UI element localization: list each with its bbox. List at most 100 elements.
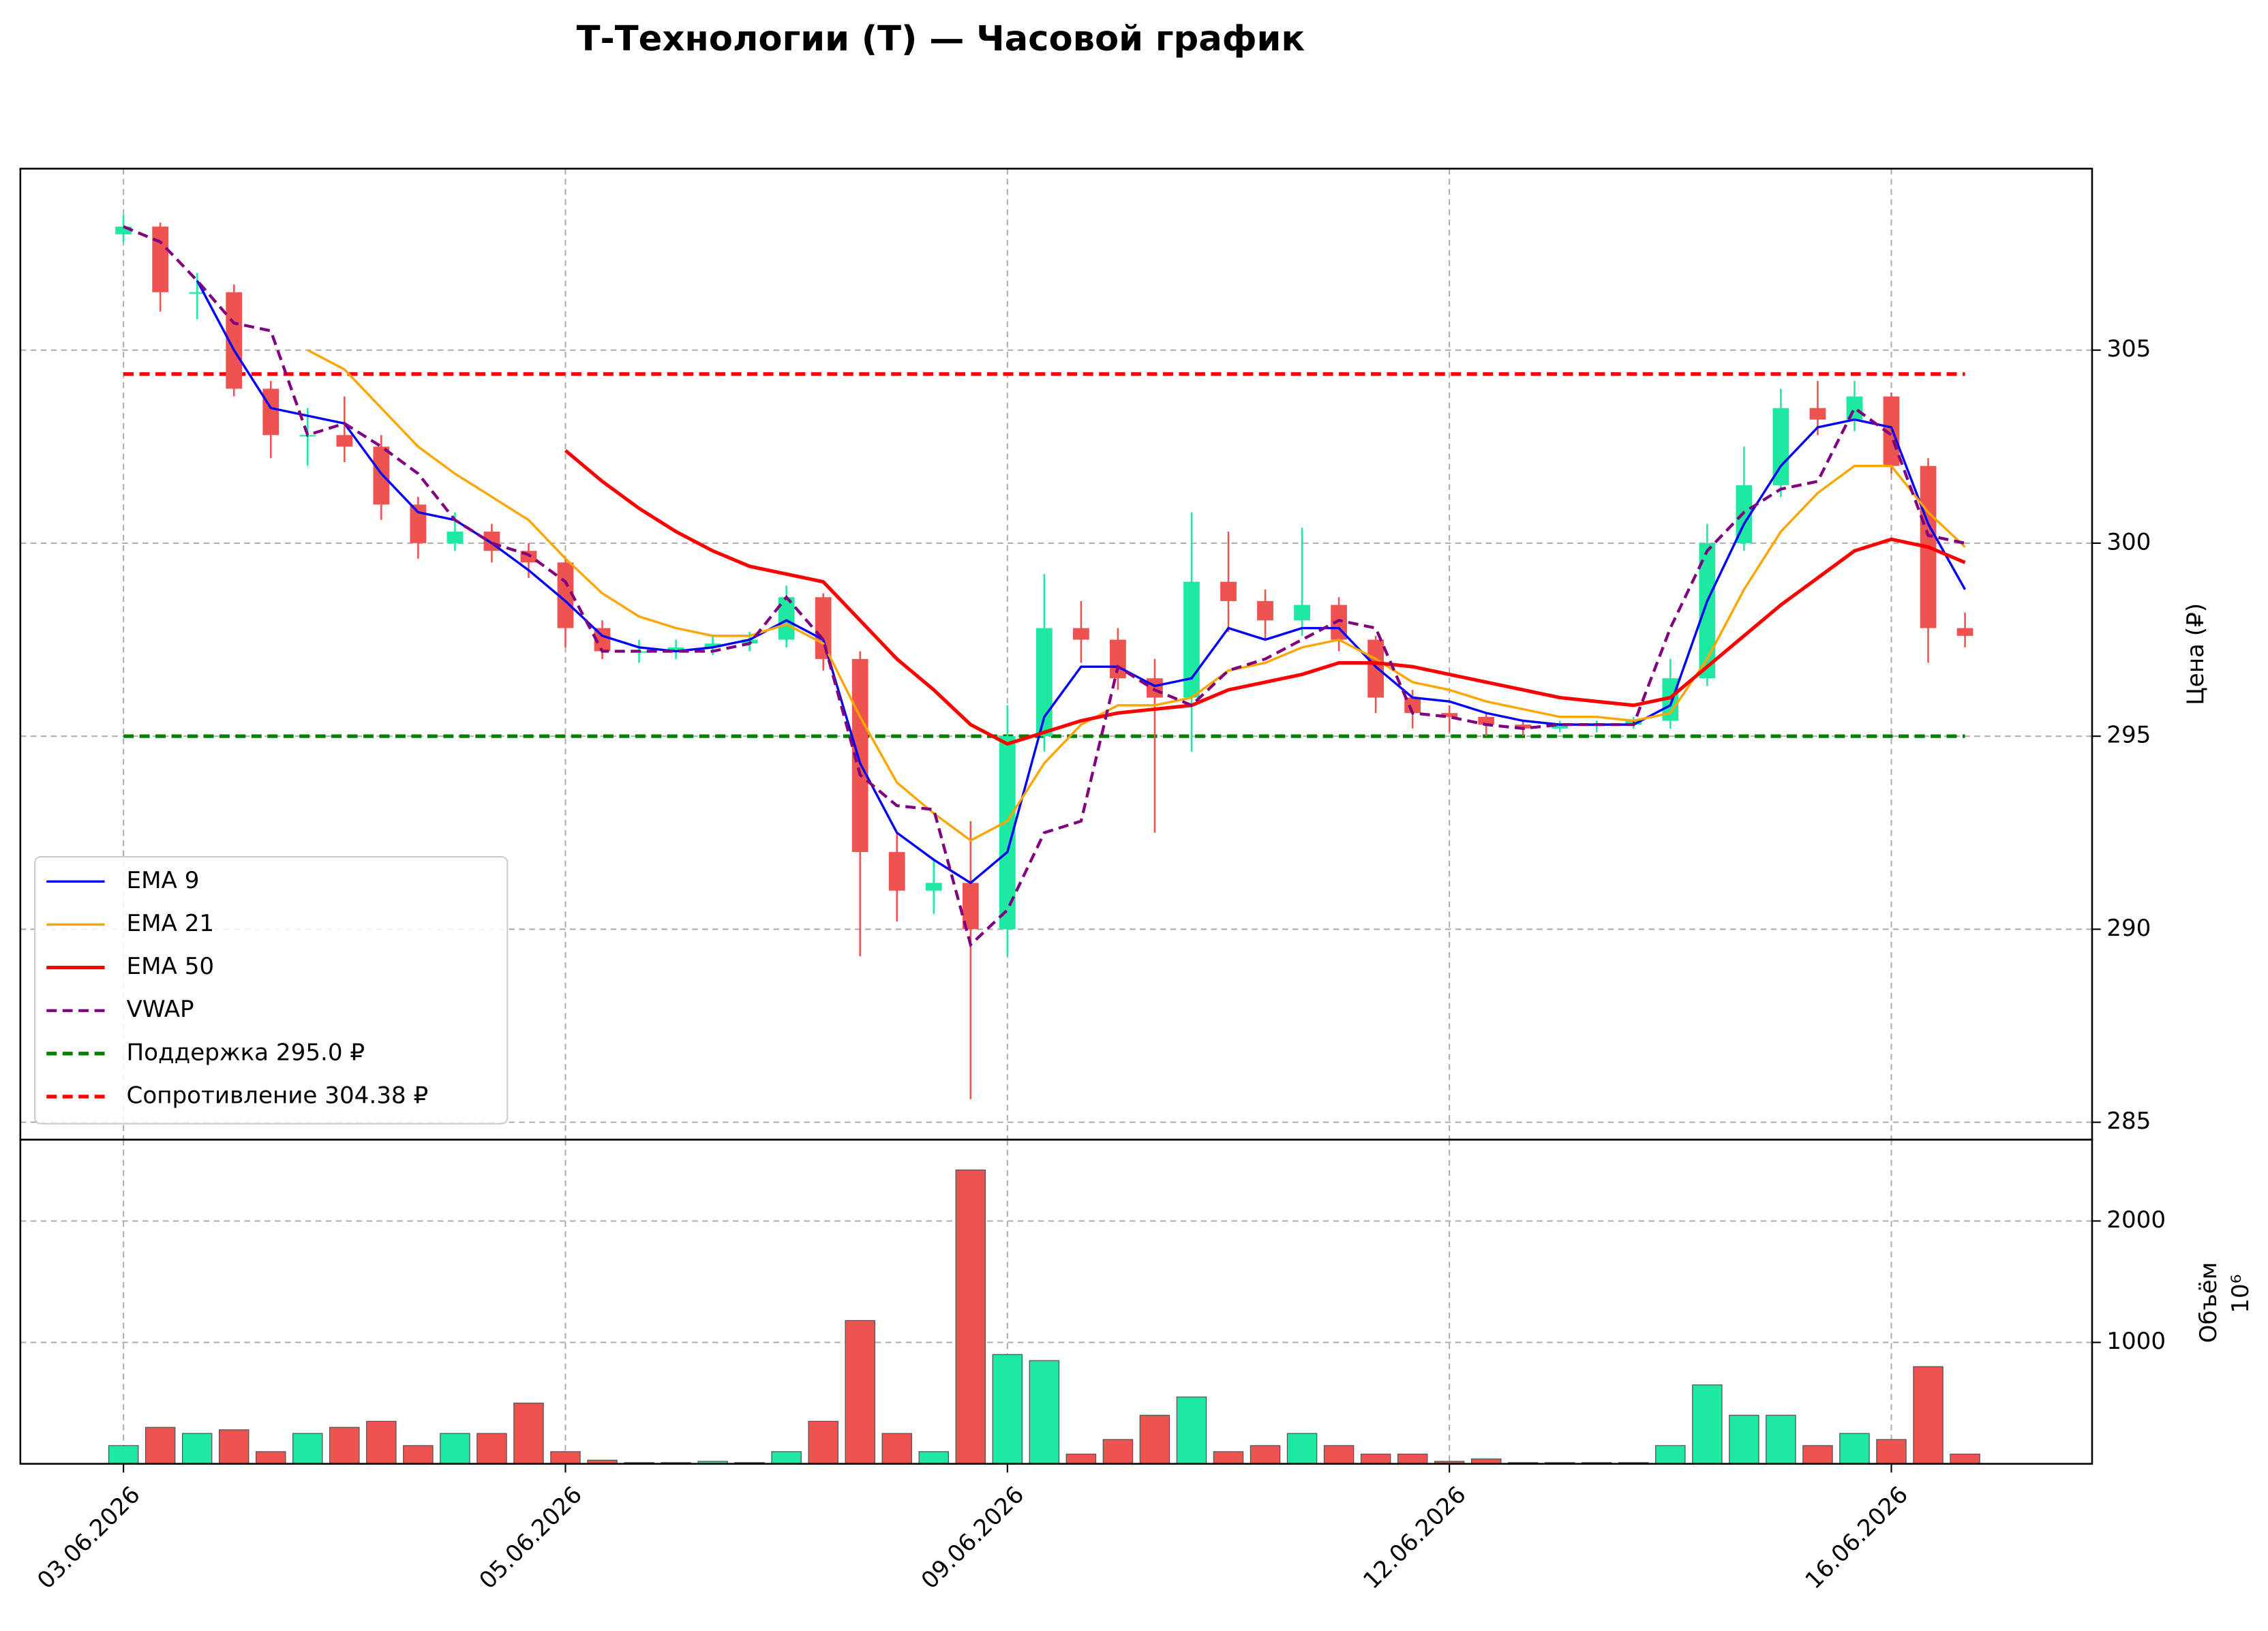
- volume-bar: [1729, 1414, 1759, 1465]
- volume-bar: [440, 1433, 470, 1465]
- volume-tick-label: 1000: [2106, 1328, 2166, 1355]
- legend-label: Поддержка 295.0 ₽: [127, 1039, 365, 1066]
- volume-bar: [845, 1320, 875, 1465]
- candle-body: [1478, 716, 1495, 725]
- volume-bar: [108, 1445, 139, 1465]
- x-tick-label: 12.06.2026: [1358, 1481, 1471, 1594]
- legend-label: Сопротивление 304.38 ₽: [127, 1082, 429, 1109]
- candle-body: [1515, 725, 1532, 729]
- candle-body: [1809, 408, 1826, 420]
- legend-label: EMA 50: [127, 953, 215, 980]
- volume-bar: [255, 1451, 286, 1465]
- candle-body: [925, 883, 942, 891]
- volume-axis-label: Объём: [2195, 1262, 2222, 1343]
- volume-bar: [1360, 1453, 1391, 1465]
- candle-body: [704, 643, 721, 647]
- candle-body: [1956, 628, 1974, 636]
- candle-body: [999, 736, 1016, 930]
- volume-bar: [1839, 1433, 1870, 1465]
- candle-body: [336, 435, 353, 447]
- candle-body: [262, 388, 279, 436]
- volume-bar: [1139, 1414, 1170, 1465]
- candle-body: [1072, 628, 1089, 640]
- legend-label: EMA 21: [127, 910, 215, 937]
- candle-body: [152, 226, 169, 292]
- volume-bar: [1176, 1397, 1207, 1465]
- legend-box: [34, 856, 509, 1125]
- volume-bar: [1766, 1414, 1796, 1465]
- candle-body: [1662, 678, 1679, 721]
- volume-bar: [881, 1433, 912, 1465]
- volume-bar: [550, 1451, 581, 1465]
- candle-body: [1294, 605, 1310, 621]
- volume-bar: [329, 1427, 360, 1465]
- volume-bar: [1655, 1445, 1686, 1465]
- candle-body: [1699, 543, 1716, 679]
- volume-bar: [1397, 1453, 1428, 1465]
- volume-bar: [1213, 1451, 1244, 1465]
- volume-bar: [181, 1433, 213, 1465]
- indicator-line: [564, 448, 1966, 746]
- volume-bar: [292, 1433, 323, 1465]
- volume-bar: [145, 1427, 176, 1465]
- volume-bar: [1876, 1439, 1907, 1465]
- x-tick-label: 09.06.2026: [916, 1481, 1029, 1594]
- candle-body: [1183, 581, 1200, 698]
- volume-bar: [1323, 1445, 1355, 1465]
- candle-body: [557, 562, 574, 628]
- volume-bar: [992, 1354, 1023, 1465]
- legend-label: EMA 9: [127, 867, 200, 894]
- candle-body: [447, 531, 464, 543]
- chart-title: Т-Технологии (T) — Часовой график: [577, 18, 1305, 59]
- volume-bar: [1102, 1439, 1134, 1465]
- volume-bar: [955, 1169, 986, 1465]
- volume-bar: [513, 1402, 544, 1465]
- y-tick-label: 285: [2106, 1108, 2151, 1135]
- legend-label: VWAP: [127, 996, 194, 1023]
- candle-body: [410, 504, 427, 543]
- x-tick-label: 05.06.2026: [474, 1481, 588, 1594]
- volume-bar: [218, 1429, 250, 1465]
- y-tick-label: 290: [2106, 915, 2151, 942]
- volume-frame: [19, 1138, 2093, 1465]
- candle-body: [962, 883, 979, 930]
- legend: EMA 9 EMA 21 EMA 50 VWAP Поддержка 295.0 ₽ Со…: [34, 856, 509, 1125]
- volume-bar: [808, 1420, 838, 1465]
- candle-body: [1220, 581, 1237, 601]
- candle-body: [1367, 639, 1384, 698]
- volume-bar: [403, 1445, 434, 1465]
- volume-bar: [477, 1433, 507, 1465]
- candle-body: [1257, 600, 1273, 621]
- candle-body: [189, 292, 206, 294]
- y-axis-label: Цена (₽): [2182, 603, 2209, 705]
- candle-body: [1404, 697, 1421, 714]
- volume-bar: [1286, 1433, 1318, 1465]
- candle-body: [778, 597, 795, 640]
- volume-bar: [1250, 1445, 1281, 1465]
- volume-bar: [1692, 1384, 1723, 1465]
- volume-tick-label: 2000: [2106, 1206, 2166, 1234]
- y-tick-label: 305: [2106, 335, 2151, 363]
- indicator-line: [307, 349, 1966, 842]
- y-tick-label: 300: [2106, 528, 2151, 555]
- volume-offset-label: 10⁶: [2227, 1275, 2254, 1313]
- candle-body: [226, 292, 243, 389]
- candle-body: [667, 647, 684, 652]
- volume-bar: [1029, 1360, 1060, 1465]
- volume-bar: [1913, 1366, 1944, 1465]
- candle-body: [1441, 713, 1458, 717]
- candle-body: [594, 628, 611, 652]
- candle-body: [1035, 628, 1053, 737]
- candle-body: [115, 226, 132, 234]
- candle-body: [1147, 678, 1163, 698]
- volume-bar: [366, 1420, 397, 1465]
- volume-bar: [1065, 1453, 1097, 1465]
- candle-body: [373, 446, 390, 505]
- candle-body: [1552, 725, 1569, 729]
- x-tick-label: 03.06.2026: [32, 1481, 145, 1594]
- indicator-line: [123, 225, 1965, 948]
- volume-bar: [1950, 1453, 1980, 1465]
- y-tick-label: 295: [2106, 722, 2151, 749]
